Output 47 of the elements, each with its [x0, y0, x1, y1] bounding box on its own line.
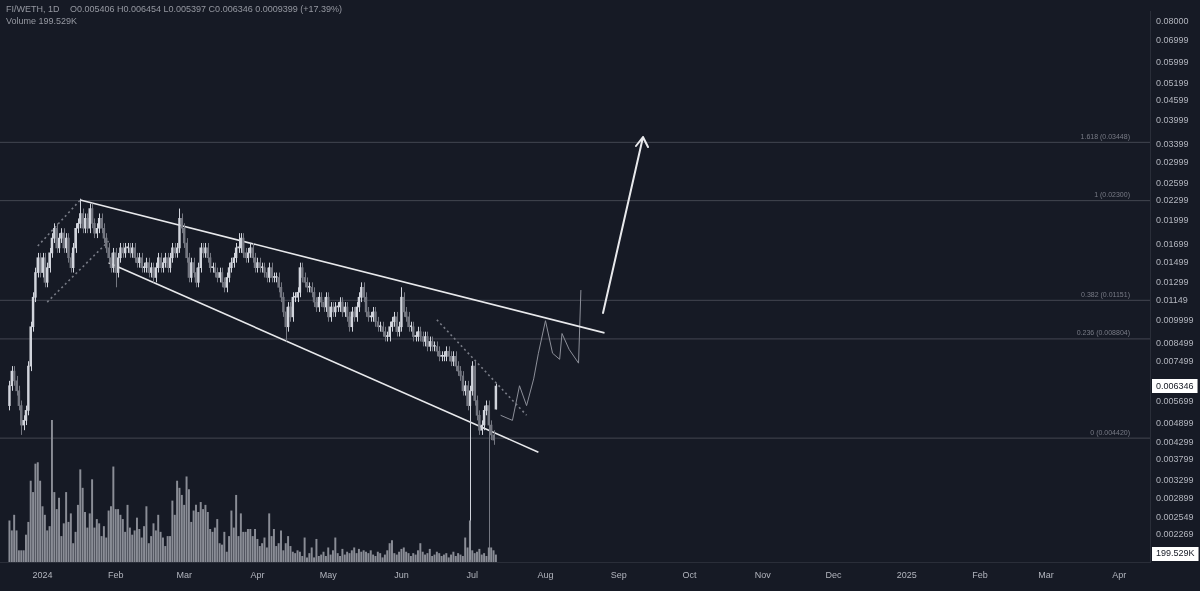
y-tick-label: 0.008499 [1156, 338, 1194, 349]
x-tick-label: Feb [972, 569, 988, 580]
x-tick-label: Jun [394, 569, 409, 580]
y-tick-label: 0.002549 [1156, 511, 1194, 522]
x-tick-label: Apr [1112, 569, 1127, 580]
chart-title: Volume 199.529K [6, 16, 78, 26]
chart-title: FI/WETH, 1D [6, 4, 60, 14]
y-tick-label: 0.02599 [1156, 177, 1189, 188]
x-tick-label: Apr [250, 569, 265, 580]
x-tick-label: 2025 [896, 569, 917, 580]
x-tick-label: Nov [754, 569, 772, 580]
y-tick-label: 0.005699 [1156, 396, 1194, 407]
y-tick-label: 0.05999 [1156, 57, 1189, 68]
x-tick-label: Jul [466, 569, 479, 580]
y-tick-label: 0.02999 [1156, 156, 1189, 167]
x-tick-label: Mar [1038, 569, 1054, 580]
y-tick-label: 0.007499 [1156, 356, 1194, 367]
text: 199.529K [1156, 548, 1195, 559]
x-tick-label: Dec [825, 569, 843, 580]
y-tick-label: 0.04599 [1156, 95, 1189, 106]
x-tick-label: Feb [107, 569, 124, 580]
y-tick-label: 0.002269 [1156, 528, 1194, 539]
y-tick-label: 0.003299 [1156, 474, 1194, 485]
y-tick-label: 0.003799 [1156, 454, 1194, 465]
y-tick-label: 0.01299 [1156, 277, 1189, 288]
text: 0.006346 [1156, 380, 1194, 391]
y-tick-label: 0.01149 [1156, 295, 1188, 306]
y-tick-label: 0.01999 [1156, 215, 1189, 226]
y-tick-label: 0.02299 [1156, 195, 1189, 206]
x-tick-label: Aug [537, 569, 554, 580]
y-tick-label: 0.05199 [1156, 77, 1189, 88]
y-tick-label: 0.03399 [1156, 138, 1189, 149]
y-tick-label: 0.009999 [1156, 315, 1194, 326]
y-tick-label: 0.004899 [1156, 417, 1194, 428]
y-tick-label: 0.06999 [1156, 34, 1189, 45]
chart-subtitle: O0.005406 H0.006454 L0.005397 C0.006346 0.0009399 (+17.39%) [69, 4, 342, 14]
y-tick-label: 0.002899 [1156, 493, 1194, 504]
x-tick-label: Sep [610, 569, 627, 580]
x-tick-label: May [319, 569, 338, 580]
x-tick-label: Mar [176, 569, 192, 580]
y-tick-label: 0.01499 [1156, 256, 1189, 267]
y-tick-label: 0.004299 [1156, 436, 1194, 447]
y-tick-label: 0.01699 [1156, 238, 1189, 249]
x-tick-label: Oct [682, 569, 698, 580]
y-tick-label: 0.08000 [1156, 15, 1189, 26]
y-tick-label: 0.03999 [1156, 115, 1189, 126]
x-tick-label: 2024 [32, 569, 53, 580]
